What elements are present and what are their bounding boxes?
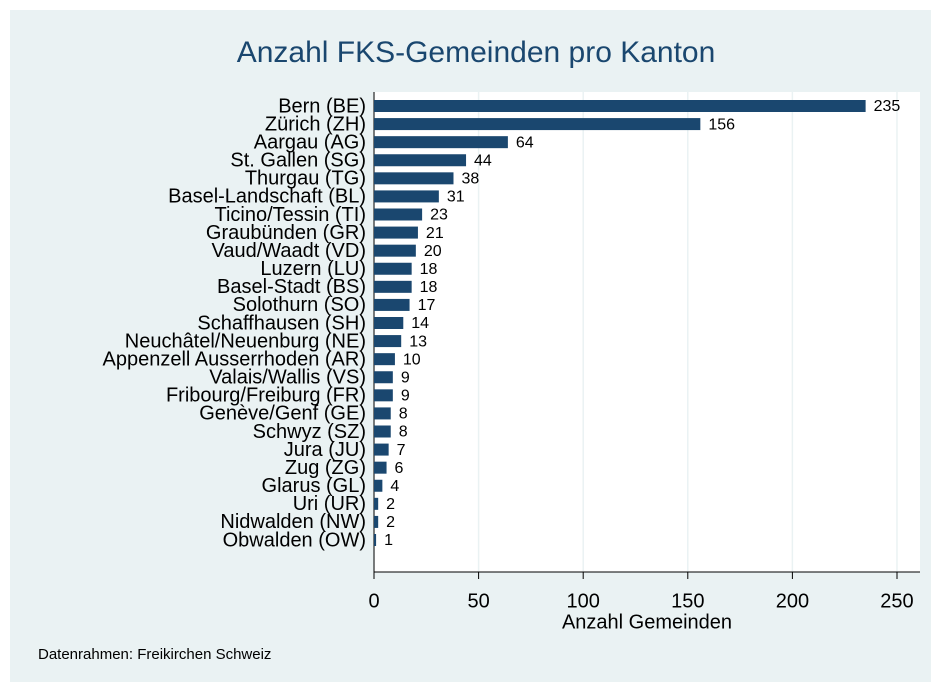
bar: [374, 262, 412, 275]
bar: [374, 244, 416, 257]
y-tick-label: Schwyz (SZ): [253, 421, 366, 443]
bar: [374, 190, 439, 203]
x-tick-label: 250: [880, 590, 913, 612]
y-tick-label: Genève/Genf (GE): [199, 403, 366, 425]
value-label: 13: [409, 333, 427, 350]
bar: [374, 407, 391, 420]
value-label: 9: [401, 388, 410, 405]
bar: [374, 353, 395, 366]
y-tick-label: Jura (JU): [284, 439, 366, 461]
value-label: 8: [399, 424, 408, 441]
bar: [374, 118, 701, 131]
value-label: 1: [384, 532, 393, 549]
y-tick-label: Neuchâtel/Neuenburg (NE): [125, 330, 366, 352]
y-tick-label: Glarus (GL): [262, 475, 366, 497]
bar: [374, 479, 383, 492]
value-label: 14: [411, 315, 429, 332]
bar: [374, 461, 387, 474]
y-tick-label: St. Gallen (SG): [230, 150, 366, 172]
bar: [374, 534, 377, 546]
plot-area: [374, 92, 920, 572]
y-tick-label: Zug (ZG): [285, 457, 366, 479]
y-tick-label: Nidwalden (NW): [220, 511, 366, 533]
value-label: 23: [430, 207, 448, 224]
x-axis-title: Anzahl Gemeinden: [562, 611, 732, 633]
y-tick-label: Thurgau (TG): [245, 168, 366, 190]
y-tick-label: Fribourg/Freiburg (FR): [166, 385, 366, 407]
value-label: 20: [424, 243, 442, 260]
value-label: 21: [426, 225, 444, 242]
note: Datenrahmen: Freikirchen Schweiz: [38, 646, 271, 663]
y-tick-label: Graubünden (GR): [206, 222, 366, 244]
y-tick-label: Aargau (AG): [254, 131, 366, 153]
x-tick-label: 100: [567, 590, 600, 612]
y-tick-label: Zürich (ZH): [265, 113, 366, 135]
value-label: 8: [399, 406, 408, 423]
value-label: 7: [397, 442, 406, 459]
bar: [374, 425, 391, 438]
y-tick-label: Obwalden (OW): [223, 529, 366, 551]
bar: [374, 497, 379, 510]
x-tick-label: 50: [467, 590, 489, 612]
x-tick-label: 200: [776, 590, 809, 612]
y-tick-label: Vaud/Waadt (VD): [211, 240, 366, 262]
value-label: 2: [386, 496, 395, 513]
y-tick-label: Ticino/Tessin (TI): [214, 204, 366, 226]
y-tick-label: Uri (UR): [293, 493, 366, 515]
value-label: 235: [874, 98, 901, 115]
bar: [374, 298, 410, 311]
bar: [374, 280, 412, 293]
y-tick-label: Solothurn (SO): [233, 294, 366, 316]
bar: [374, 443, 389, 456]
bar: [374, 389, 393, 402]
y-tick-label: Valais/Wallis (VS): [209, 367, 366, 389]
y-tick-label: Luzern (LU): [260, 258, 366, 280]
chart-title: Anzahl FKS-Gemeinden pro Kanton: [237, 36, 716, 69]
y-tick-label: Basel-Stadt (BS): [217, 276, 366, 298]
bar: [374, 208, 423, 221]
y-tick-label: Basel-Landschaft (BL): [168, 186, 366, 208]
bar: [374, 226, 418, 239]
value-label: 10: [403, 351, 421, 368]
bar: [374, 172, 454, 185]
bar: [374, 371, 393, 384]
y-tick-label: Appenzell Ausserrhoden (AR): [103, 348, 366, 370]
bar: [374, 335, 402, 348]
value-label: 6: [395, 460, 404, 477]
value-label: 2: [386, 514, 395, 531]
bar: [374, 154, 467, 167]
value-label: 4: [390, 478, 399, 495]
x-tick-label: 0: [368, 590, 379, 612]
value-label: 18: [420, 261, 438, 278]
y-tick-label: Bern (BE): [278, 95, 366, 117]
value-label: 17: [418, 297, 436, 314]
value-label: 18: [420, 279, 438, 296]
bar: [374, 100, 866, 112]
value-label: 31: [447, 189, 465, 206]
value-label: 9: [401, 369, 410, 386]
value-label: 38: [461, 171, 479, 188]
value-label: 44: [474, 152, 492, 169]
value-label: 156: [708, 116, 735, 133]
bar: [374, 136, 508, 149]
bar: [374, 515, 379, 528]
bar: [374, 317, 404, 329]
x-tick-label: 150: [671, 590, 704, 612]
value-label: 64: [516, 134, 534, 151]
y-tick-label: Schaffhausen (SH): [197, 312, 366, 334]
